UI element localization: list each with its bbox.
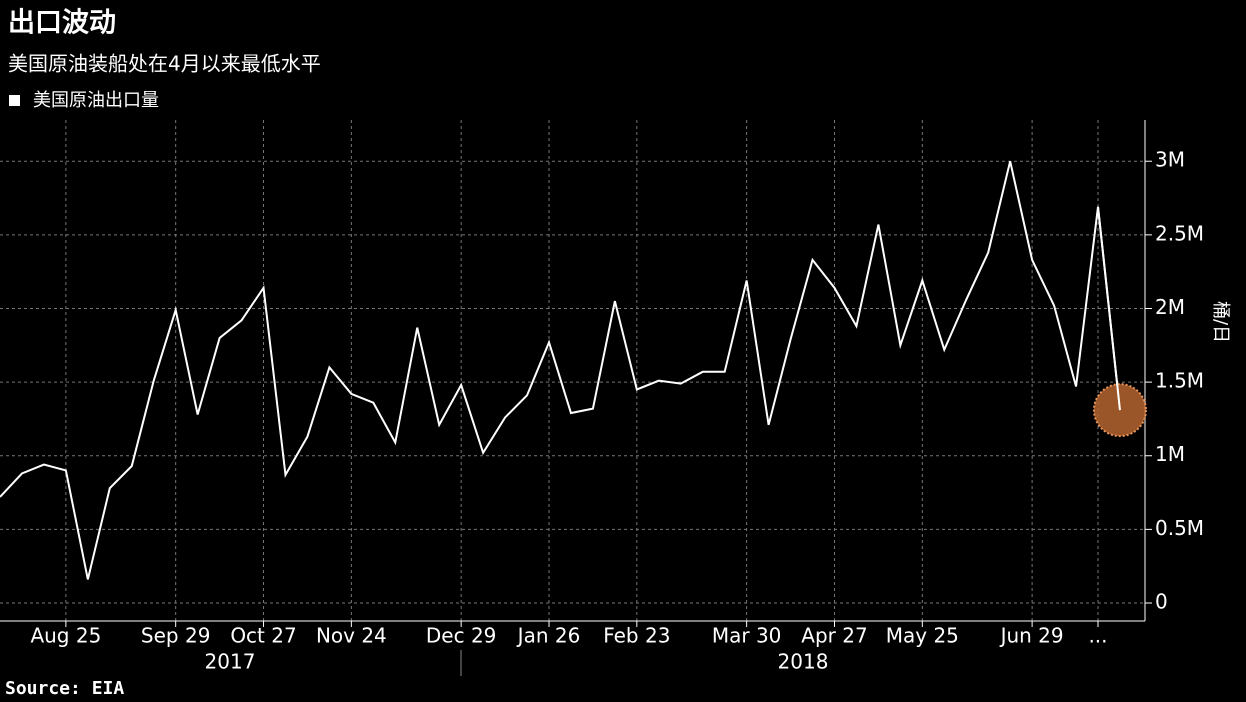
line: [1097, 206, 1121, 411]
x-tick-label: Sep 29: [141, 624, 211, 648]
x-tick-label: May 25: [886, 624, 959, 648]
y-axis-label: 桶/日: [1210, 301, 1231, 343]
x-tick-label: Aug 25: [30, 624, 101, 648]
x-tick-label: Oct 27: [230, 624, 296, 648]
y-tick-label: 0.5M: [1155, 516, 1204, 540]
x-group-label: 2017: [205, 650, 256, 674]
x-tick-label: ...: [1088, 624, 1107, 648]
legend-label: 美国原油出口量: [33, 90, 159, 111]
x-tick-label: Jun 29: [999, 624, 1064, 648]
x-tick-label: Feb 23: [603, 624, 670, 648]
chart-subtitle: 美国原油装船处在4月以来最低水平: [8, 52, 321, 76]
x-tick-label: Nov 24: [316, 624, 387, 648]
chart-title: 出口波动: [8, 8, 116, 39]
x-tick-label: Jan 26: [516, 624, 581, 648]
x-tick-label: Apr 27: [801, 624, 867, 648]
y-tick-label: 1.5M: [1155, 369, 1204, 393]
y-tick-label: 2.5M: [1155, 221, 1204, 245]
y-tick-label: 3M: [1155, 148, 1185, 172]
source: Source: EIA: [5, 678, 124, 699]
x-group-label: 2018: [778, 650, 829, 674]
legend-swatch: [9, 95, 20, 106]
y-tick-label: 1M: [1155, 442, 1185, 466]
x-tick-label: Mar 30: [712, 624, 782, 648]
line: [0, 160, 1121, 580]
y-tick-label: 2M: [1155, 295, 1185, 319]
y-tick-label: 0: [1155, 590, 1168, 614]
x-tick-label: Dec 29: [426, 624, 497, 648]
